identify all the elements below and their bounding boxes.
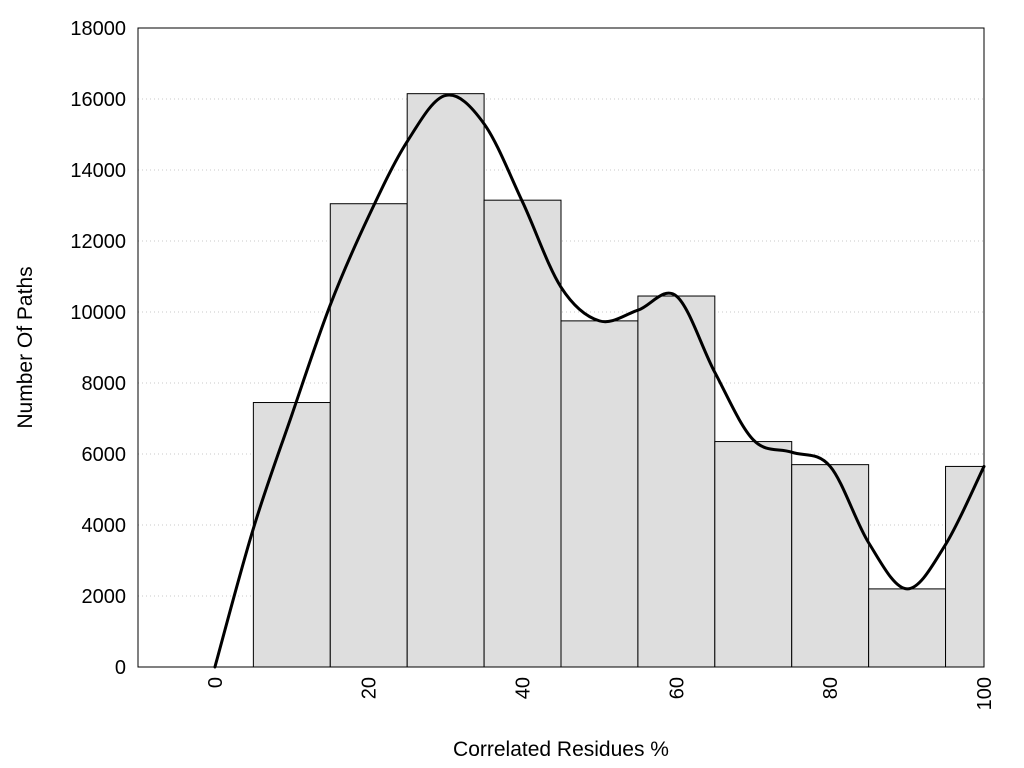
x-axis-title: Correlated Residues % (453, 738, 669, 761)
histogram-bar (560, 320, 639, 668)
x-tick-label: 20 (359, 677, 381, 699)
y-tick-label: 8000 (82, 373, 127, 395)
histogram-bar (945, 465, 985, 668)
histogram-bar (868, 588, 947, 668)
x-tick-label: 40 (513, 677, 535, 699)
y-tick-label: 6000 (82, 444, 127, 466)
y-tick-label: 10000 (70, 302, 126, 324)
y-tick-label: 4000 (82, 515, 127, 537)
y-axis-title: Number Of Paths (14, 266, 37, 428)
histogram-bars (252, 93, 985, 668)
y-axis-ticks: 0 2000 4000 6000 8000 10000 12000 14000 16000 180… (70, 18, 126, 679)
histogram-bar (791, 464, 870, 668)
y-tick-label: 18000 (70, 18, 126, 40)
histogram-bar (637, 295, 716, 668)
x-tick-label: 100 (974, 677, 996, 710)
plot-area-frame (137, 27, 985, 668)
histogram-bar (252, 402, 331, 668)
y-tick-label: 12000 (70, 231, 126, 253)
y-tick-label: 0 (115, 657, 126, 679)
density-curve (213, 93, 986, 669)
density-curve-layer (213, 93, 986, 669)
histogram-bar (483, 199, 562, 668)
y-tick-label: 2000 (82, 586, 127, 608)
histogram-bar (329, 203, 408, 668)
x-tick-label: 80 (820, 677, 842, 699)
x-tick-label: 0 (205, 677, 227, 688)
y-tick-label: 16000 (70, 89, 126, 111)
histogram-bar (714, 441, 793, 668)
histogram-bar (406, 93, 485, 668)
x-axis-ticks: 0 20 40 60 80 100 (205, 677, 996, 710)
x-tick-label: 60 (666, 677, 688, 699)
y-tick-label: 14000 (70, 160, 126, 182)
